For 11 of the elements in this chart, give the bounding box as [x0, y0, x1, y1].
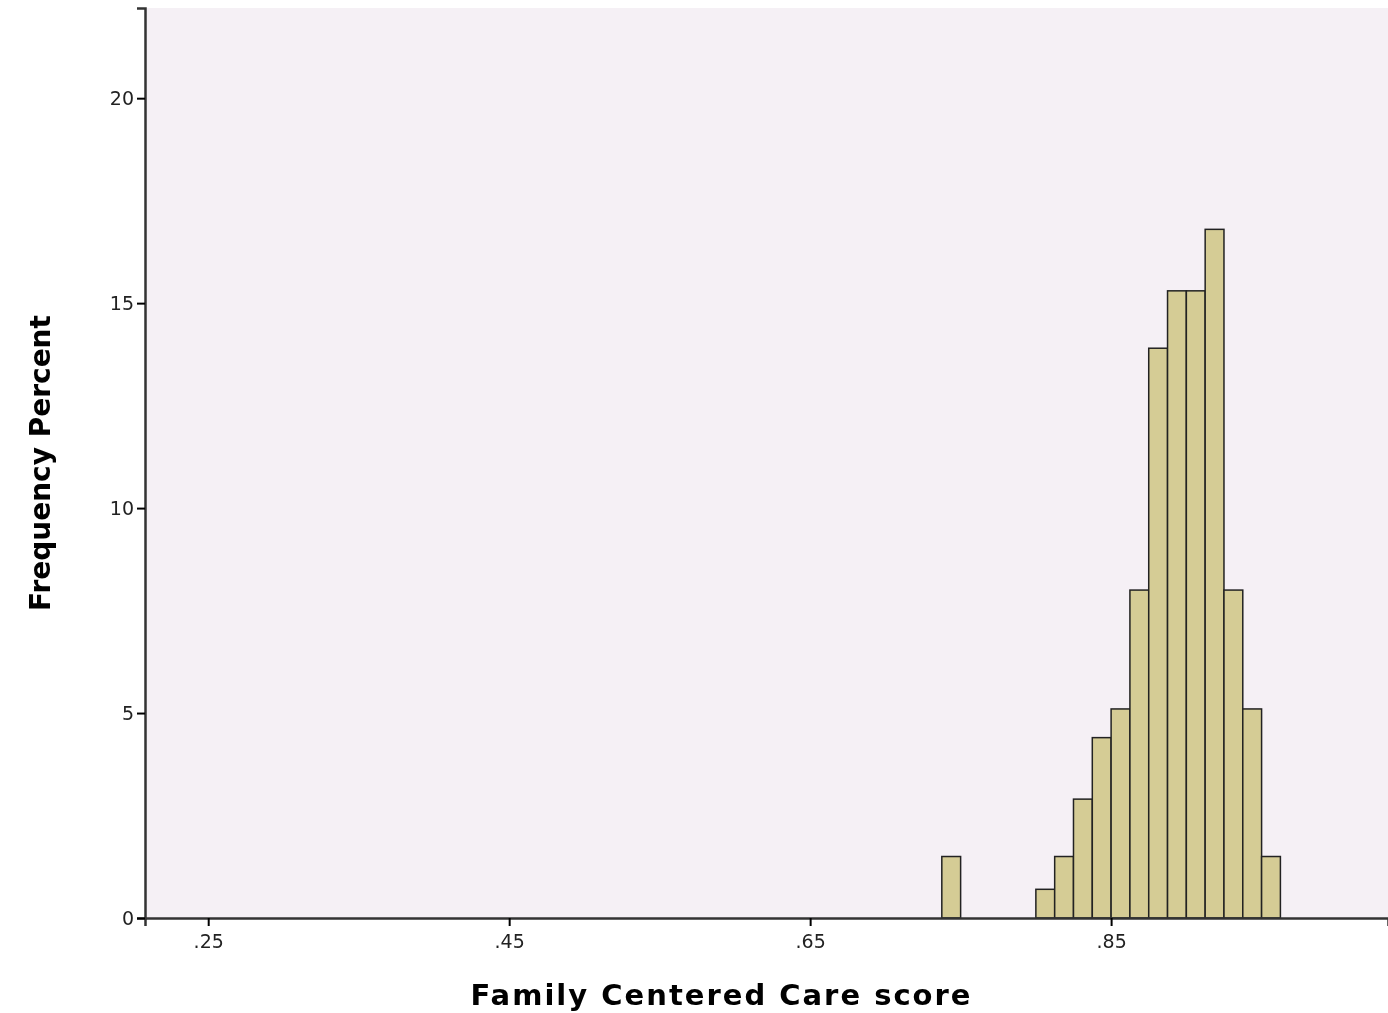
x-tick-label: .25 — [193, 930, 224, 952]
x-axis-title: Family Centered Care score — [470, 978, 973, 1012]
x-tick-label: .45 — [494, 930, 525, 952]
x-tick-label: .85 — [1096, 930, 1127, 952]
x-tick-label: .65 — [795, 930, 826, 952]
y-tick-label: 20 — [109, 86, 134, 109]
y-tick-label: 10 — [109, 496, 134, 519]
y-tick-label: 0 — [121, 906, 134, 929]
y-tick-label: 15 — [109, 291, 134, 314]
y-axis-title: Frequency Percent — [24, 315, 57, 611]
y-tick-label: 5 — [121, 701, 134, 724]
